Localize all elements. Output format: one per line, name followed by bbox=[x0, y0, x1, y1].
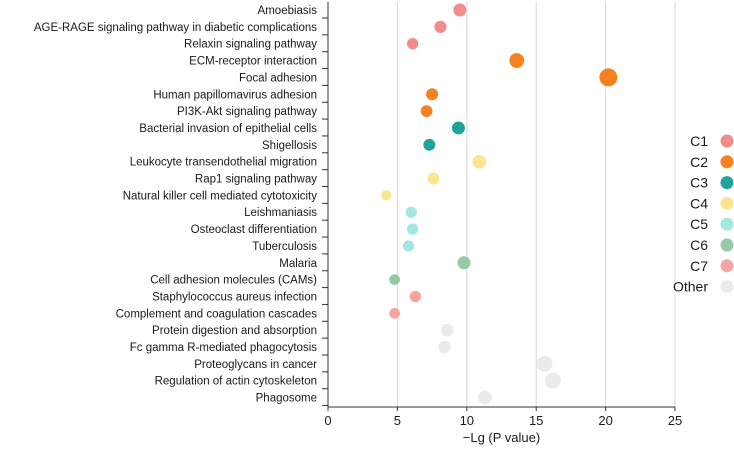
legend-swatch-c1 bbox=[720, 134, 734, 148]
x-tick-label: 10 bbox=[460, 413, 474, 428]
category-label: Leishmaniasis bbox=[244, 207, 317, 219]
data-point-c5 bbox=[407, 223, 419, 235]
data-point-c2 bbox=[426, 88, 439, 101]
legend-swatch-c6 bbox=[720, 238, 734, 252]
category-label: Staphylococcus aureus infection bbox=[152, 291, 317, 303]
data-point-c5 bbox=[402, 240, 415, 252]
category-label: Amoebiasis bbox=[258, 5, 318, 17]
category-label: ECM-receptor interaction bbox=[189, 56, 317, 68]
data-point-other bbox=[441, 323, 454, 337]
legend-label: C1 bbox=[690, 133, 708, 149]
legend-swatch-c4 bbox=[720, 196, 734, 210]
data-point-c4 bbox=[381, 190, 392, 201]
data-point-c2 bbox=[599, 68, 618, 87]
category-label: Rap1 signaling pathway bbox=[195, 174, 317, 186]
legend-label: C7 bbox=[690, 258, 708, 274]
legend-swatch-c3 bbox=[720, 176, 734, 190]
legend-label: C3 bbox=[690, 175, 708, 191]
x-tick-label: 0 bbox=[324, 413, 331, 428]
category-label: Relaxin signaling pathway bbox=[184, 39, 317, 51]
data-point-c3 bbox=[423, 138, 436, 151]
category-label: Protein digestion and absorption bbox=[152, 325, 317, 337]
data-point-c4 bbox=[472, 154, 487, 169]
legend-swatch-other bbox=[720, 280, 734, 294]
data-point-c1 bbox=[453, 3, 467, 17]
category-labels: Amoebiasis AGE-RAGE signaling pathway in … bbox=[34, 5, 318, 405]
data-point-other bbox=[536, 355, 553, 372]
category-label: Bacterial invasion of epithelial cells bbox=[139, 123, 317, 135]
data-point-c2 bbox=[420, 105, 433, 117]
data-point-c6 bbox=[389, 274, 400, 285]
legend-swatch-c5 bbox=[720, 217, 734, 231]
category-label: Focal adhesion bbox=[239, 72, 317, 84]
category-label: Malaria bbox=[279, 258, 317, 270]
data-point-c3 bbox=[452, 121, 465, 135]
data-point-other bbox=[477, 390, 492, 405]
category-label: Phagosome bbox=[256, 393, 317, 405]
category-label: Human papillomavirus adhesion bbox=[153, 89, 317, 101]
category-label: Osteoclast differentiation bbox=[191, 224, 317, 236]
category-label: Proteoglycans in cancer bbox=[194, 359, 317, 371]
x-tick-label: 5 bbox=[394, 413, 401, 428]
x-tick-label: 20 bbox=[598, 413, 612, 428]
legend-swatch-c2 bbox=[720, 155, 734, 169]
category-label: Regulation of actin cytoskeleton bbox=[155, 376, 317, 388]
data-points bbox=[381, 3, 618, 405]
category-label: Cell adhesion molecules (CAMs) bbox=[150, 275, 317, 287]
data-point-c1 bbox=[434, 20, 447, 33]
x-tick-label: 15 bbox=[529, 413, 543, 428]
legend-label: C4 bbox=[690, 195, 708, 211]
legend-label: C5 bbox=[690, 216, 708, 232]
legend-label: Other bbox=[673, 279, 708, 295]
data-point-c7 bbox=[389, 307, 400, 319]
data-point-c1 bbox=[407, 38, 419, 50]
category-label: PI3K-Akt signaling pathway bbox=[177, 106, 317, 118]
x-tick-label: 25 bbox=[668, 413, 682, 428]
category-label: Shigellosis bbox=[262, 140, 317, 152]
category-label: AGE-RAGE signaling pathway in diabetic c… bbox=[34, 22, 317, 34]
category-label: Leukocyte transendothelial migration bbox=[130, 157, 317, 169]
data-point-c7 bbox=[409, 290, 422, 303]
data-point-c4 bbox=[427, 172, 440, 185]
legend-label: C2 bbox=[690, 154, 708, 170]
category-label: Natural killer cell mediated cytotoxicit… bbox=[123, 190, 318, 202]
category-label: Fc gamma R-mediated phagocytosis bbox=[130, 342, 318, 354]
x-axis-title: −Lg (P value) bbox=[463, 430, 540, 445]
data-point-c6 bbox=[457, 256, 471, 270]
legend: C1 C2 C3 C4 C5 C6 C7 Other bbox=[673, 133, 734, 295]
category-label: Tuberculosis bbox=[252, 241, 317, 253]
category-label: Complement and coagulation cascades bbox=[116, 308, 318, 320]
legend-swatch-c7 bbox=[720, 259, 734, 273]
data-point-c5 bbox=[405, 206, 417, 218]
data-point-other bbox=[544, 372, 561, 389]
legend-label: C6 bbox=[690, 237, 708, 253]
axes: 0 5 10 15 20 25 bbox=[322, 2, 682, 428]
data-point-other bbox=[438, 340, 451, 354]
data-point-c2 bbox=[509, 53, 525, 68]
